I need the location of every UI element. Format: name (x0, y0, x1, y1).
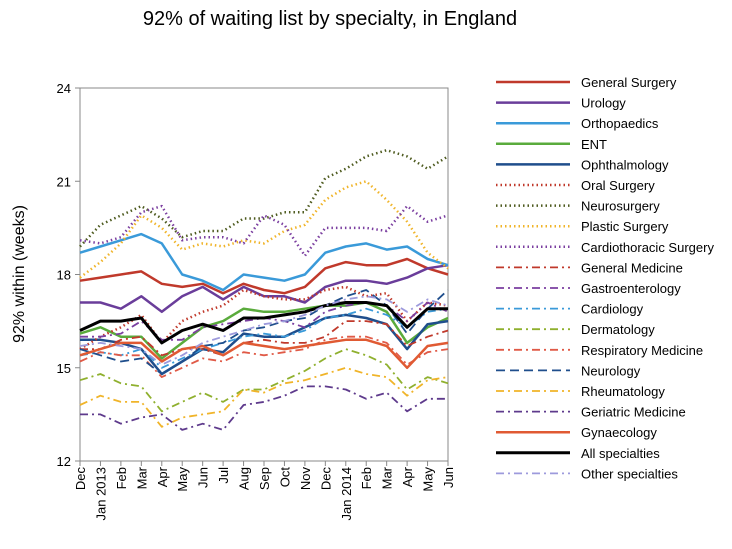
x-axis: Dec Jan 2013 Feb Mar Apr May Jun Jul Aug Sep Oct No… (73, 461, 456, 521)
series-line-neurosurgery (79, 148, 449, 248)
y-tick-label: 12 (57, 454, 71, 469)
legend-label: General Surgery (581, 75, 677, 90)
series-line-cardiothoracic-surgery (79, 204, 449, 258)
x-tick-label: Oct (277, 467, 292, 488)
legend-label: Cardiothoracic Surgery (581, 240, 714, 255)
x-tick-label: Mar (134, 466, 149, 489)
series-lines (79, 148, 449, 431)
chart-title: 92% of waiting list by specialty, in Eng… (142, 8, 518, 30)
legend-label: Neurology (581, 363, 641, 378)
x-tick-label: Feb (359, 467, 374, 489)
x-tick-label: Dec (73, 467, 88, 491)
legend-label: Rheumatology (581, 384, 665, 399)
legend-label: Plastic Surgery (581, 219, 669, 234)
x-tick-label: May (421, 467, 436, 492)
series-line-dermatology (79, 348, 449, 413)
x-tick-label: May (175, 467, 190, 492)
series-line-respiratory-medicine (79, 335, 449, 379)
y-axis: 12 15 18 21 24 (57, 81, 80, 469)
y-tick-label: 18 (57, 268, 71, 283)
series-line-other-specialties (79, 295, 449, 366)
x-tick-label: Apr (155, 466, 170, 487)
legend-label: ENT (581, 137, 607, 152)
legend-label: Oral Surgery (581, 178, 655, 193)
x-tick-label: Mar (380, 466, 395, 489)
x-tick-label: Jun (196, 467, 211, 488)
series-line-cardiology (79, 307, 449, 369)
x-tick-label: Dec (318, 467, 333, 491)
x-tick-label: Nov (298, 467, 313, 491)
legend: General Surgery Urology Orthopaedics ENT Oph… (496, 75, 714, 481)
legend-label: Dermatology (581, 322, 655, 337)
legend-label: General Medicine (581, 260, 683, 275)
legend-label: Urology (581, 96, 626, 111)
legend-label: Gastroenterology (581, 281, 681, 296)
x-tick-label: Jan 2014 (339, 467, 354, 521)
legend-label: Orthopaedics (581, 116, 659, 131)
y-axis-label: 92% within (weeks) (11, 205, 28, 343)
legend-label: Other specialties (581, 466, 678, 481)
plot-area (79, 87, 449, 462)
series-line-ent (79, 301, 449, 360)
series-line-plastic-surgery (79, 180, 449, 279)
legend-label: Gynaecology (581, 425, 657, 440)
y-tick-label: 15 (57, 361, 71, 376)
x-tick-label: Feb (114, 467, 129, 489)
series-line-all-specialties (79, 301, 448, 345)
x-tick-label: Jun (441, 467, 456, 488)
x-tick-label: Apr (400, 466, 415, 487)
x-tick-label: Sep (257, 467, 272, 490)
legend-label: Geriatric Medicine (581, 405, 686, 420)
legend-label: Respiratory Medicine (581, 343, 703, 358)
y-tick-label: 24 (57, 81, 71, 96)
x-tick-label: Aug (237, 467, 252, 490)
series-line-gynaecology (79, 338, 449, 370)
x-tick-label: Jul (216, 467, 231, 484)
y-tick-label: 21 (57, 174, 71, 189)
legend-label: Cardiology (581, 302, 644, 317)
legend-label: Neurosurgery (581, 199, 660, 214)
series-line-general-medicine (80, 320, 449, 357)
series-line-orthopaedics (79, 232, 449, 292)
plot-frame (79, 87, 449, 462)
series-line-oral-surgery (79, 285, 449, 351)
series-line-rheumatology (79, 366, 449, 428)
legend-label: Ophthalmology (581, 157, 669, 172)
legend-label: All specialties (581, 446, 660, 461)
series-line-general-surgery (79, 257, 449, 295)
x-tick-label: Jan 2013 (93, 467, 108, 521)
